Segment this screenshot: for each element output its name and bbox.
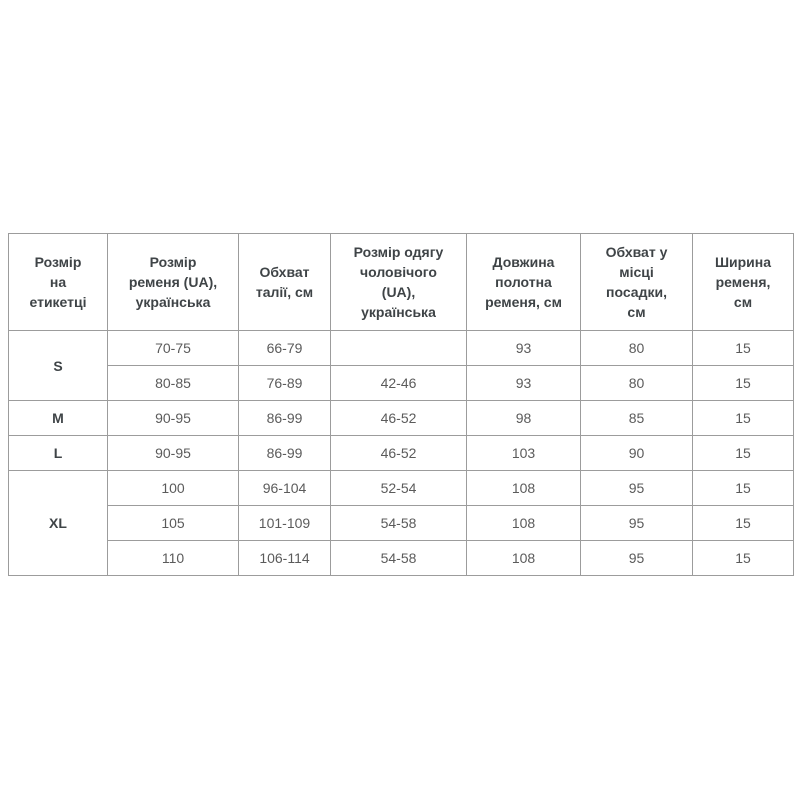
- size-cell-s: S: [8, 330, 108, 401]
- value-cell: 66-79: [238, 330, 331, 366]
- value-cell: 95: [580, 470, 693, 506]
- value-cell: 95: [580, 505, 693, 541]
- header-row: Розмір на етикетці Розмір ременя (UA), у…: [8, 233, 794, 331]
- table-row: XL 100 96-104 52-54 108 95 15: [8, 470, 794, 576]
- value-cell-empty: [330, 330, 467, 366]
- value-cell: 105: [107, 505, 239, 541]
- table-row: M 90-95 86-99 46-52 98 85 15: [8, 400, 794, 436]
- value-cell: 46-52: [330, 400, 467, 436]
- value-cell: 96-104: [238, 470, 331, 506]
- value-cell: 108: [466, 470, 581, 506]
- value-cell: 95: [580, 540, 693, 576]
- value-cell: 80: [580, 365, 693, 401]
- header-belt-width: Ширина ременя, см: [692, 233, 794, 331]
- value-cell: 108: [466, 540, 581, 576]
- header-belt-web-length: Довжина полотна ременя, см: [466, 233, 581, 331]
- value-cell: 15: [692, 400, 794, 436]
- value-cell: 98: [466, 400, 581, 436]
- value-cell: 90: [580, 435, 693, 471]
- table-row: 110 106-114 54-58 108 95 15: [9, 540, 794, 576]
- value-cell: 15: [692, 365, 794, 401]
- size-cell-m: M: [8, 400, 108, 436]
- value-cell: 46-52: [330, 435, 467, 471]
- header-mens-clothing-size: Розмір одягу чоловічого (UA), українська: [330, 233, 467, 331]
- value-cell: 110: [107, 540, 239, 576]
- value-cell: 106-114: [238, 540, 331, 576]
- value-cell: 15: [692, 505, 794, 541]
- header-waist-girth: Обхват талії, см: [238, 233, 331, 331]
- table-row: 80-85 76-89 42-46 93 80 15: [9, 365, 794, 401]
- value-cell: 54-58: [330, 540, 467, 576]
- value-cell: 76-89: [238, 365, 331, 401]
- size-cell-l: L: [8, 435, 108, 471]
- size-cell-xl: XL: [8, 470, 108, 576]
- table-row: S 70-75 66-79 93 80 15: [8, 330, 794, 401]
- value-cell: 90-95: [107, 400, 239, 436]
- value-cell: 80: [580, 330, 693, 366]
- value-cell: 85: [580, 400, 693, 436]
- value-cell: 103: [466, 435, 581, 471]
- value-cell: 15: [692, 330, 794, 366]
- value-cell: 80-85: [107, 365, 239, 401]
- value-cell: 90-95: [107, 435, 239, 471]
- value-cell: 54-58: [330, 505, 467, 541]
- size-chart-table: Розмір на етикетці Розмір ременя (UA), у…: [8, 233, 794, 576]
- value-cell: 52-54: [330, 470, 467, 506]
- value-cell: 86-99: [238, 435, 331, 471]
- value-cell: 15: [692, 435, 794, 471]
- header-belt-size-ua: Розмір ременя (UA), українська: [107, 233, 239, 331]
- header-size-on-label: Розмір на етикетці: [8, 233, 108, 331]
- value-cell: 15: [692, 540, 794, 576]
- value-cell: 108: [466, 505, 581, 541]
- value-cell: 93: [466, 330, 581, 366]
- value-cell: 100: [107, 470, 239, 506]
- size-chart-container: Розмір на етикетці Розмір ременя (UA), у…: [8, 233, 794, 576]
- table-row: L 90-95 86-99 46-52 103 90 15: [8, 435, 794, 471]
- table-row: 105 101-109 54-58 108 95 15: [9, 505, 794, 541]
- header-seat-girth: Обхват у місці посадки, см: [580, 233, 693, 331]
- value-cell: 101-109: [238, 505, 331, 541]
- value-cell: 15: [692, 470, 794, 506]
- value-cell: 70-75: [107, 330, 239, 366]
- value-cell: 86-99: [238, 400, 331, 436]
- value-cell: 42-46: [330, 365, 467, 401]
- value-cell: 93: [466, 365, 581, 401]
